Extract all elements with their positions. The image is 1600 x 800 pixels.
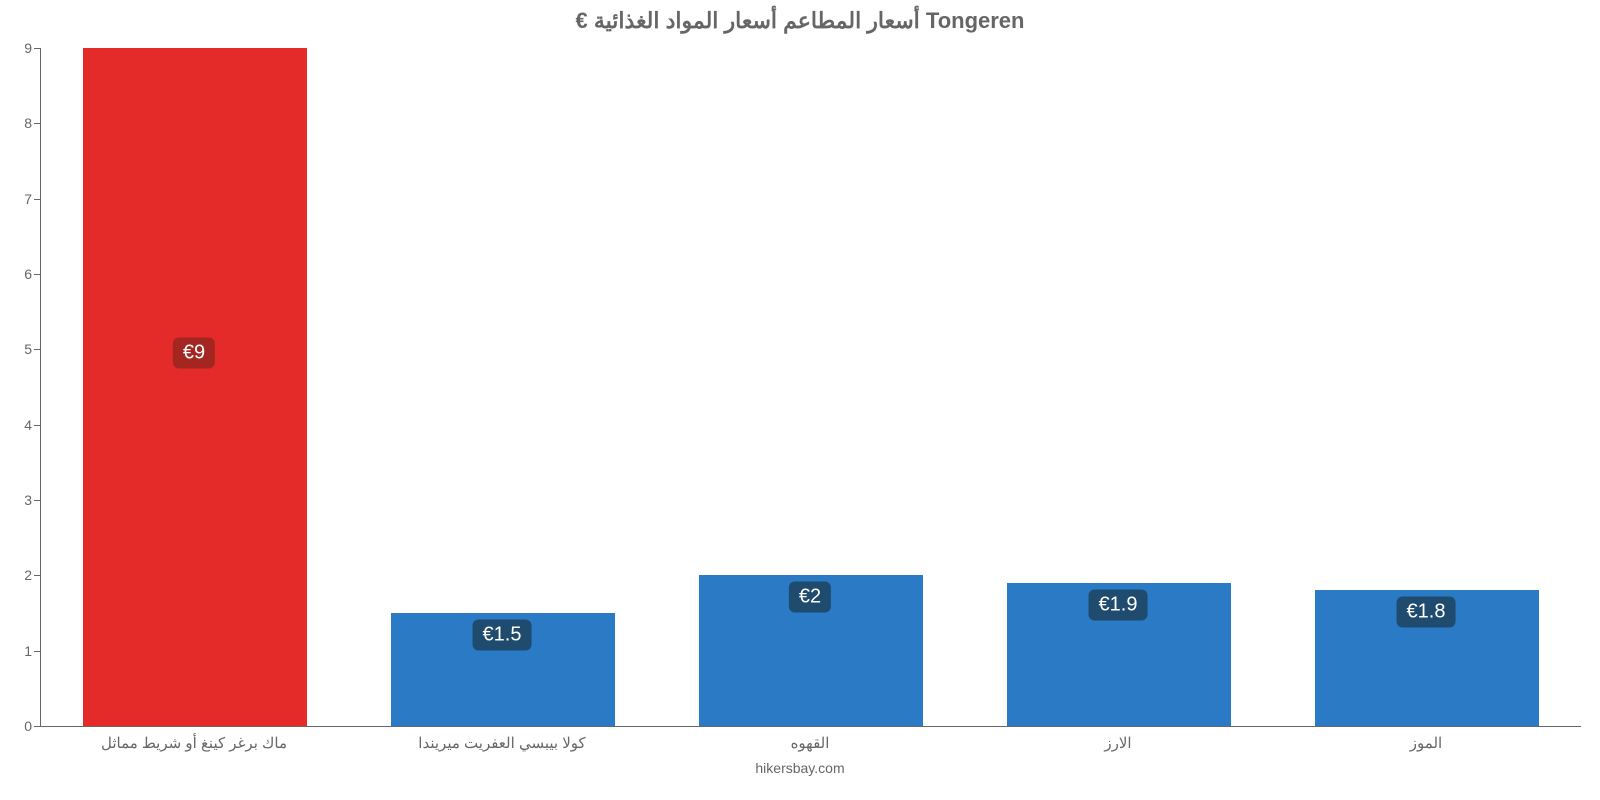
- bar-value-label: €2: [789, 582, 831, 613]
- bar-value-label: €9: [173, 338, 215, 369]
- bar-value-label: €1.8: [1397, 597, 1456, 628]
- y-tick-mark: [34, 651, 40, 652]
- y-tick-label: 3: [10, 492, 32, 508]
- y-tick-label: 4: [10, 417, 32, 433]
- x-tick-label: الارز: [964, 734, 1272, 752]
- y-tick-mark: [34, 726, 40, 727]
- x-tick-label: الموز: [1272, 734, 1580, 752]
- x-tick-label: ماك برغر كينغ أو شريط مماثل: [40, 734, 348, 752]
- price-chart: Tongeren أسعار المطاعم أسعار المواد الغذ…: [0, 0, 1600, 800]
- y-tick-mark: [34, 500, 40, 501]
- y-tick-mark: [34, 349, 40, 350]
- y-tick-label: 7: [10, 191, 32, 207]
- bar-value-label: €1.5: [473, 620, 532, 651]
- bar: [83, 48, 308, 726]
- y-tick-mark: [34, 123, 40, 124]
- y-tick-label: 6: [10, 266, 32, 282]
- y-tick-mark: [34, 199, 40, 200]
- y-tick-label: 2: [10, 567, 32, 583]
- x-tick-label: القهوه: [656, 734, 964, 752]
- y-tick-label: 9: [10, 40, 32, 56]
- y-tick-mark: [34, 575, 40, 576]
- y-tick-label: 8: [10, 115, 32, 131]
- y-tick-label: 5: [10, 341, 32, 357]
- y-tick-mark: [34, 48, 40, 49]
- y-tick-mark: [34, 425, 40, 426]
- chart-title: Tongeren أسعار المطاعم أسعار المواد الغذ…: [0, 8, 1600, 34]
- y-tick-label: 1: [10, 643, 32, 659]
- x-tick-label: كولا بيبسي العفريت ميريندا: [348, 734, 656, 752]
- bar-value-label: €1.9: [1089, 589, 1148, 620]
- y-tick-mark: [34, 274, 40, 275]
- chart-credit: hikersbay.com: [0, 760, 1600, 776]
- plot-area: [40, 48, 1581, 727]
- y-tick-label: 0: [10, 718, 32, 734]
